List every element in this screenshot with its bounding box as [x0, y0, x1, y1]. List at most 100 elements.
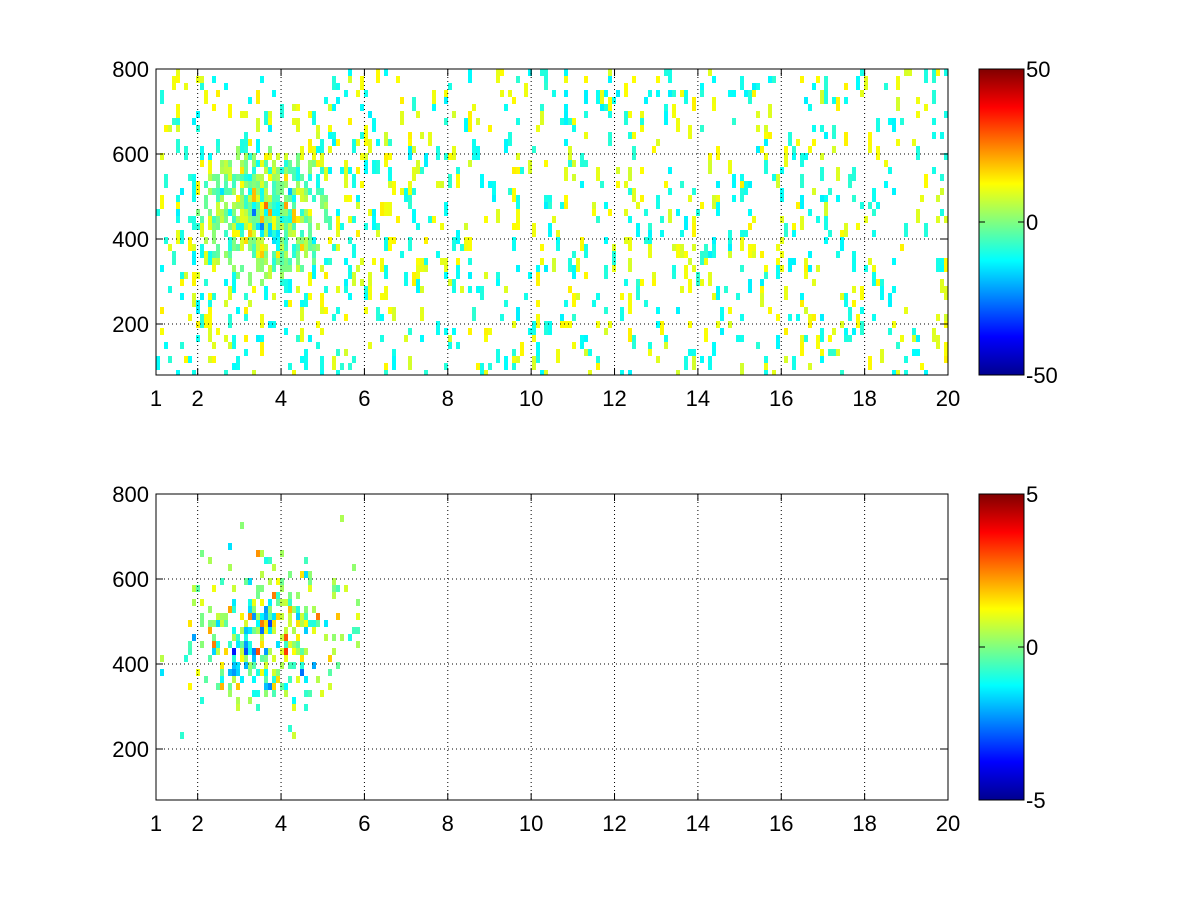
heatmap-cell [224, 300, 228, 307]
heatmap-cell [224, 613, 228, 620]
heatmap-cell [612, 251, 616, 265]
heatmap-cell [872, 314, 876, 321]
heatmap-cell [644, 300, 648, 307]
heatmap-cell [288, 195, 292, 202]
heatmap-cell [540, 104, 544, 111]
heatmap-cell [272, 321, 276, 328]
heatmap-cell [308, 139, 312, 146]
heatmap-cell [936, 314, 940, 321]
heatmap-cell [260, 181, 264, 188]
heatmap-cell [416, 111, 420, 118]
heatmap-cell [260, 279, 264, 286]
heatmap-cell [244, 237, 248, 244]
heatmap-cell [228, 690, 232, 697]
heatmap-cell [780, 167, 784, 174]
heatmap-cell [860, 202, 864, 209]
heatmap-cell [464, 118, 468, 132]
heatmap-cell [696, 209, 700, 216]
heatmap-cell [260, 223, 264, 230]
heatmap-cell [288, 606, 292, 613]
heatmap-cell [924, 174, 928, 188]
heatmap-cell [352, 564, 356, 571]
heatmap-cell [412, 97, 416, 111]
heatmap-cell [752, 90, 756, 97]
heatmap-cell [836, 195, 840, 202]
heatmap-cell [300, 669, 304, 676]
heatmap-cell [764, 125, 768, 132]
heatmap-cell [284, 202, 288, 209]
heatmap-cell [292, 209, 296, 223]
x-tick-label: 20 [936, 386, 960, 411]
heatmap-cell [232, 181, 236, 188]
heatmap-cell [800, 335, 804, 342]
heatmap-cell [792, 223, 796, 230]
heatmap-cell [188, 314, 192, 321]
heatmap-cell [340, 634, 344, 641]
heatmap-cell [924, 223, 928, 237]
heatmap-cell [432, 90, 436, 104]
heatmap-cell [248, 195, 252, 202]
heatmap-cell [200, 620, 204, 627]
heatmap-cell [520, 167, 524, 174]
heatmap-cell [264, 202, 268, 209]
heatmap-cell [584, 272, 588, 279]
heatmap-cell [384, 265, 388, 279]
heatmap-cell [396, 216, 400, 223]
heatmap-cell [572, 125, 576, 132]
heatmap-cell [336, 83, 340, 90]
heatmap-cell [204, 676, 208, 683]
heatmap-cell [540, 370, 544, 375]
heatmap-cell [868, 356, 872, 370]
heatmap-cell [608, 132, 612, 146]
heatmap-cell [536, 265, 540, 272]
heatmap-cell [848, 307, 852, 321]
heatmap-cell [264, 557, 268, 564]
heatmap-cell [816, 335, 820, 349]
heatmap-cell [788, 314, 792, 321]
heatmap-cell [364, 293, 368, 300]
heatmap-cell [232, 662, 236, 669]
heatmap-cell [260, 244, 264, 251]
heatmap-cell [280, 209, 284, 216]
heatmap-cell [240, 655, 244, 662]
colorbar-tick-label: -5 [1026, 788, 1046, 813]
heatmap-cell [156, 209, 160, 216]
heatmap-cell [564, 202, 568, 209]
heatmap-cell [608, 69, 612, 76]
heatmap-cell [608, 111, 612, 118]
heatmap-cell [516, 195, 520, 209]
heatmap-cell [160, 328, 164, 335]
heatmap-cell [300, 307, 304, 321]
heatmap-cell [488, 328, 492, 335]
heatmap-cell [272, 613, 276, 620]
heatmap-cell [268, 321, 272, 328]
heatmap-cell [260, 627, 264, 634]
heatmap-cell [712, 76, 716, 83]
heatmap-cell [820, 90, 824, 104]
heatmap-cell [628, 188, 632, 195]
heatmap-cell [184, 272, 188, 279]
heatmap-cell [584, 132, 588, 139]
heatmap-cell [584, 111, 588, 118]
heatmap-cell [360, 132, 364, 139]
heatmap-cell [236, 697, 240, 704]
heatmap-cell [240, 139, 244, 153]
heatmap-cell [892, 370, 896, 375]
heatmap-cell [628, 370, 632, 375]
heatmap-cell [420, 167, 424, 174]
heatmap-cell [764, 272, 768, 279]
heatmap-cell [288, 279, 292, 293]
heatmap-cell [256, 550, 260, 557]
y-tick-label: 400 [112, 652, 149, 677]
heatmap-cell [228, 641, 232, 648]
heatmap-cell [276, 251, 280, 258]
heatmap-cell [512, 167, 516, 174]
heatmap-cell [276, 599, 280, 606]
heatmap-cell [316, 620, 320, 627]
heatmap-cell [660, 321, 664, 335]
heatmap-cell [408, 139, 412, 146]
heatmap-cell [304, 571, 308, 578]
heatmap-cell [328, 104, 332, 111]
heatmap-cell [844, 132, 848, 146]
heatmap-cell [408, 132, 412, 139]
